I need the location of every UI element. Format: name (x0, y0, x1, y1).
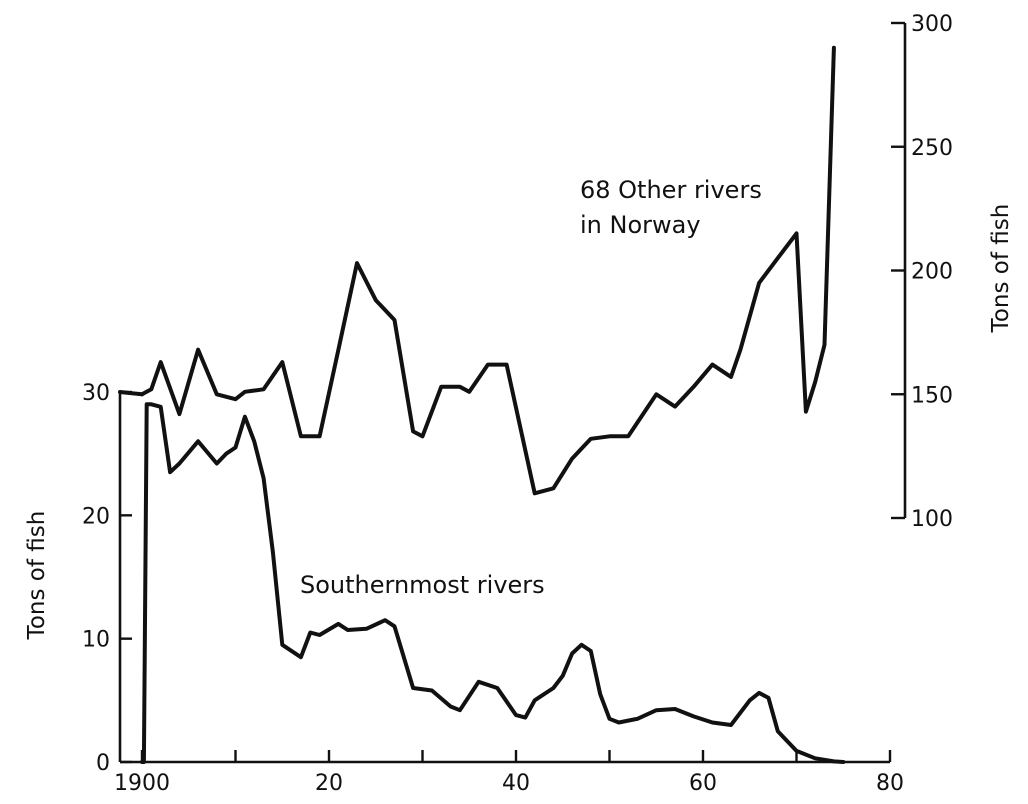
left-axis-cap-line (118, 390, 144, 397)
x-tick-label: 1900 (114, 771, 170, 796)
left-tick-label: 30 (82, 381, 110, 406)
series-line-other-rivers (140, 45, 836, 496)
right-tick-label: 200 (911, 260, 953, 285)
right-axis-title: Tons of fish (988, 204, 1014, 334)
x-tick-label: 20 (315, 771, 343, 796)
annotation-southernmost-rivers: Southernmost rivers (300, 571, 545, 599)
right-axis-ticks: 100 150 200 250 300 (891, 12, 953, 532)
series-line-southernmost-rivers (140, 402, 846, 764)
right-tick-label: 250 (911, 136, 953, 161)
series-lines (118, 45, 846, 764)
right-tick-label: 300 (911, 12, 953, 37)
x-tick-label: 40 (502, 771, 530, 796)
annotation-other-rivers-line-2: in Norway (580, 211, 701, 239)
x-axis-ticks: 1900 20 40 60 80 (114, 750, 904, 796)
right-tick-label: 150 (911, 383, 953, 408)
x-tick-label: 60 (689, 771, 717, 796)
right-tick-label: 100 (911, 507, 953, 532)
x-tick-label: 80 (876, 771, 904, 796)
annotation-other-rivers-line-1: 68 Other rivers (580, 176, 762, 204)
left-axis-ticks: 0 10 20 30 (82, 381, 132, 776)
left-tick-label: 0 (96, 751, 110, 776)
left-tick-label: 20 (82, 504, 110, 529)
left-axis-title: Tons of fish (24, 511, 50, 641)
left-tick-label: 10 (82, 628, 110, 653)
